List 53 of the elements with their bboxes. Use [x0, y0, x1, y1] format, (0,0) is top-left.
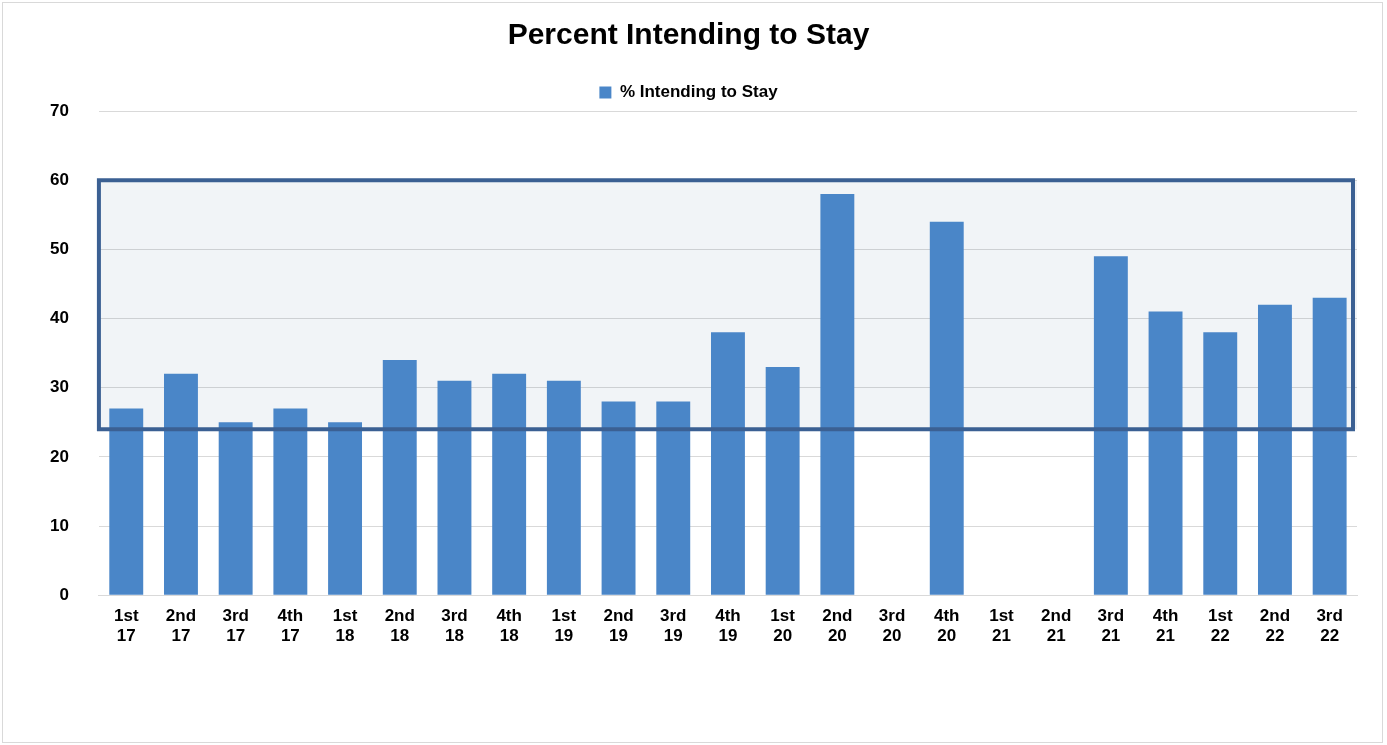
x-tick-label: 3rd 21	[1097, 606, 1125, 646]
x-tick-label: 2nd 18	[384, 606, 415, 646]
x-tick-label: 1st 20	[770, 606, 796, 646]
x-tick-label: 3rd 18	[441, 606, 468, 646]
bar	[1148, 311, 1183, 595]
bar	[273, 408, 308, 595]
bar	[820, 194, 855, 595]
x-tick-label: 2nd 19	[603, 606, 634, 646]
bar	[546, 380, 581, 595]
y-tick-label: 40	[49, 308, 69, 328]
bar	[328, 422, 363, 595]
x-tick-label: 4th 18	[496, 606, 522, 646]
x-tick-label: 1st 21	[989, 606, 1015, 646]
chart-title: Percent Intending to Stay	[507, 17, 870, 51]
y-tick-label: 0	[59, 584, 69, 604]
bar	[656, 401, 691, 595]
bar	[1093, 256, 1128, 595]
x-tick-label: 2nd 22	[1259, 606, 1291, 646]
bar	[1257, 304, 1292, 595]
x-tick-label: 2nd 20	[822, 606, 853, 646]
x-tick-label: 4th 20	[934, 606, 960, 646]
y-tick-label: 20	[49, 446, 69, 466]
y-tick-label: 10	[49, 515, 69, 535]
bar	[492, 373, 527, 595]
x-tick-label: 3rd 22	[1316, 606, 1343, 646]
x-tick-label: 1st 17	[113, 606, 139, 646]
bar	[711, 332, 745, 595]
bar	[218, 422, 253, 595]
y-tick-label: 70	[49, 100, 69, 120]
x-tick-label: 3rd 17	[222, 606, 249, 646]
bar	[1312, 297, 1347, 595]
x-tick-label: 1st 22	[1207, 606, 1233, 646]
y-tick-label: 50	[49, 239, 69, 259]
bar	[765, 366, 800, 595]
x-tick-label: 4th 17	[277, 606, 304, 646]
bar	[382, 360, 417, 595]
bar	[1203, 332, 1238, 595]
bar	[601, 401, 636, 595]
y-tick-label: 30	[49, 377, 69, 397]
bar	[929, 221, 964, 595]
x-tick-label: 4th 21	[1152, 606, 1179, 646]
bar	[437, 380, 472, 595]
x-tick-label: 3rd 19	[660, 606, 687, 646]
x-tick-label: 1st 19	[551, 606, 577, 646]
x-tick-label: 4th 19	[715, 606, 741, 646]
x-tick-label: 3rd 20	[878, 606, 906, 646]
legend-label: % Intending to Stay	[619, 82, 779, 102]
bar	[164, 373, 198, 595]
x-tick-label: 1st 18	[332, 606, 358, 646]
x-tick-label: 2nd 21	[1041, 606, 1072, 646]
y-tick-label: 60	[49, 169, 69, 189]
bar	[109, 408, 144, 595]
x-tick-label: 2nd 17	[165, 606, 197, 646]
